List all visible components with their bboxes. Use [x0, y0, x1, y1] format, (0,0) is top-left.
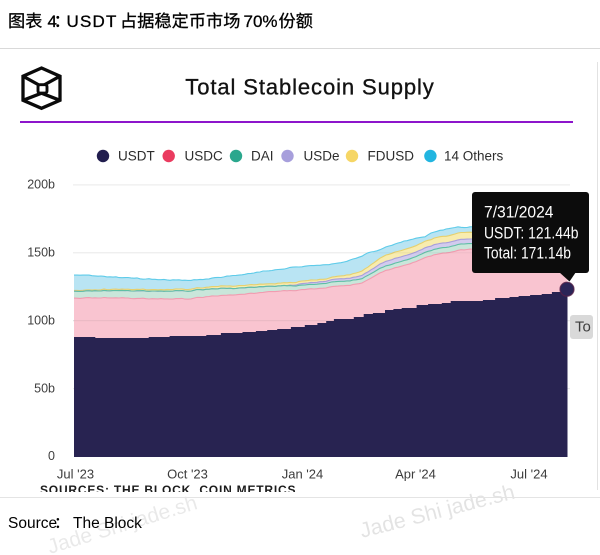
svg-text:SOURCES: THE BLOCK, COIN METRI: SOURCES: THE BLOCK, COIN METRICS	[40, 483, 296, 497]
svg-text:USDT: USDT	[67, 12, 118, 31]
svg-text:Apr '24: Apr '24	[395, 467, 436, 482]
svg-text:200b: 200b	[27, 178, 55, 192]
svg-text:Jul '23: Jul '23	[57, 467, 94, 482]
svg-text:USDC: USDC	[185, 149, 224, 164]
svg-text:14 Others: 14 Others	[444, 149, 504, 164]
svg-text:Total Stablecoin Supply: Total Stablecoin Supply	[185, 75, 434, 100]
svg-text:To: To	[575, 319, 591, 336]
svg-text:The Block: The Block	[73, 515, 142, 532]
svg-text:Jan '24: Jan '24	[282, 467, 324, 482]
svg-text:Total: 171.14b: Total: 171.14b	[484, 245, 571, 263]
svg-text:Oct '23: Oct '23	[167, 467, 208, 482]
svg-text:USDe: USDe	[304, 149, 340, 164]
svg-text:4: 4	[48, 12, 57, 31]
svg-text:100b: 100b	[27, 313, 55, 327]
svg-text:0: 0	[48, 449, 55, 463]
svg-text:Source: Source	[8, 515, 57, 532]
svg-text:USDT: USDT	[118, 149, 155, 164]
svg-text:50b: 50b	[34, 381, 55, 395]
svg-text:Jul '24: Jul '24	[510, 467, 547, 482]
svg-text:USDT: 121.44b: USDT: 121.44b	[484, 225, 579, 243]
svg-text:70%: 70%	[244, 12, 278, 31]
svg-text:150b: 150b	[27, 246, 55, 260]
svg-text:DAI: DAI	[251, 149, 274, 164]
svg-text:FDUSD: FDUSD	[368, 149, 415, 164]
svg-text:7/31/2024: 7/31/2024	[484, 204, 554, 222]
